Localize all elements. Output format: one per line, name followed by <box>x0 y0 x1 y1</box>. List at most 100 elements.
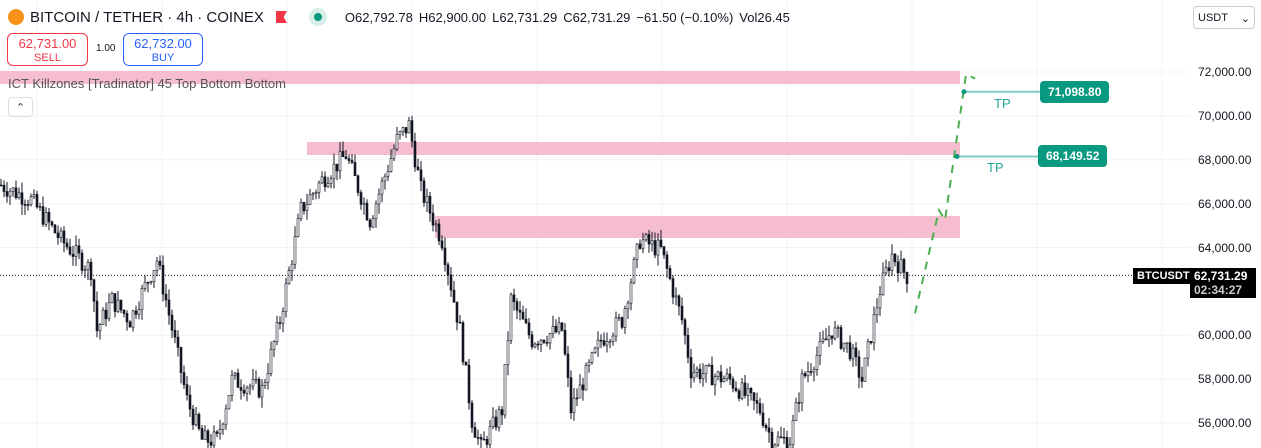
candle-body <box>290 263 294 271</box>
candle-body <box>413 141 417 168</box>
candle-body <box>803 373 807 377</box>
candle-body <box>647 234 651 245</box>
candle-body <box>635 243 639 260</box>
candle-body <box>473 427 477 438</box>
candle-body <box>665 254 669 269</box>
indicator-label[interactable]: ICT Killzones [Tradinator] 45 Top Bottom… <box>8 76 286 91</box>
candle-body <box>200 428 204 440</box>
candle-body <box>707 364 711 367</box>
candle-body <box>176 336 180 348</box>
candle-body <box>2 184 6 192</box>
candle-body <box>173 329 177 338</box>
candle-body <box>74 245 78 257</box>
candle-body <box>32 194 36 197</box>
candle-body <box>788 444 792 448</box>
candle-body <box>614 317 618 337</box>
symbol-header: BITCOIN / TETHER · 4h · COINEX O62,792.7… <box>8 8 790 26</box>
candle-body <box>659 239 663 247</box>
candle-body <box>566 353 570 378</box>
candle-body <box>656 239 660 256</box>
candle-body <box>590 352 594 363</box>
candle-body <box>257 378 261 398</box>
candle-body <box>605 341 609 346</box>
candle-body <box>743 382 747 396</box>
currency-select[interactable]: USDT ⌄ <box>1193 6 1255 29</box>
candle-body <box>845 342 849 345</box>
candle-body <box>446 264 450 276</box>
candle-body <box>383 175 387 182</box>
candle-body <box>884 267 888 274</box>
candle-body <box>14 187 18 199</box>
candle-body <box>59 230 63 239</box>
candle-body <box>752 392 756 401</box>
candle-body <box>119 299 123 311</box>
candle-body <box>110 293 114 304</box>
candle-body <box>20 192 24 205</box>
candle-body <box>470 402 474 428</box>
candle-body <box>902 259 906 273</box>
volume-value: Vol26.45 <box>739 9 790 25</box>
candle-body <box>449 274 453 291</box>
sell-price: 62,731.00 <box>18 36 77 51</box>
candle-body <box>77 245 81 254</box>
candle-body <box>329 178 333 184</box>
candle-body <box>392 148 396 159</box>
candle-body <box>671 278 675 298</box>
candle-body <box>539 339 543 345</box>
market-status-icon[interactable] <box>308 8 327 26</box>
chevron-down-icon: ⌄ <box>1240 13 1250 25</box>
candle-body <box>722 378 726 383</box>
candle-body <box>419 169 423 182</box>
candle-body <box>377 193 381 205</box>
candle-body <box>347 158 351 161</box>
tp-label: TP <box>987 160 1004 176</box>
buy-button[interactable]: 62,732.00 BUY <box>123 33 203 66</box>
candle-body <box>8 190 12 197</box>
candle-body <box>698 368 702 380</box>
candle-body <box>611 335 615 342</box>
candle-body <box>764 425 768 429</box>
candle-body <box>263 382 267 386</box>
candle-body <box>482 438 486 441</box>
symbol-title[interactable]: BITCOIN / TETHER · 4h · COINEX <box>30 8 264 26</box>
tp-price-tag: 71,098.80 <box>1040 80 1110 103</box>
candle-body <box>83 269 87 271</box>
candle-body <box>503 364 507 416</box>
candle-body <box>599 339 603 342</box>
candle-body <box>581 384 585 391</box>
chevron-up-icon[interactable]: ⌃ <box>8 97 33 117</box>
candle-body <box>812 369 816 373</box>
candle-body <box>428 195 432 214</box>
candle-body <box>485 438 489 445</box>
candle-body <box>809 371 813 373</box>
candle-body <box>137 309 141 315</box>
candle-body <box>515 301 519 311</box>
candle-body <box>638 243 642 249</box>
close-value: C62,731.29 <box>563 9 631 25</box>
candle-body <box>365 202 369 221</box>
candle-body <box>149 281 153 284</box>
candle-body <box>98 324 102 332</box>
last-price-label: 62,731.29 02:34:27 <box>1190 268 1256 298</box>
flag-icon[interactable] <box>275 11 287 23</box>
tp-price-tag: 68,149.52 <box>1038 145 1108 168</box>
quantity[interactable]: 1.00 <box>96 43 116 54</box>
candle-body <box>62 230 66 244</box>
candle-body <box>443 247 447 266</box>
candle-body <box>356 175 360 193</box>
candle-body <box>50 221 54 226</box>
candle-body <box>101 309 105 325</box>
candle-body <box>860 377 864 382</box>
candle-body <box>740 382 744 399</box>
candle-body <box>296 218 300 237</box>
candle-body <box>152 270 156 282</box>
candle-body <box>653 240 657 256</box>
candle-body <box>674 295 678 298</box>
candle-body <box>158 260 162 266</box>
candle-body <box>11 187 15 192</box>
candle-body <box>554 325 558 333</box>
candle-body <box>29 196 33 205</box>
candle-body <box>857 356 861 378</box>
sell-button[interactable]: 62,731.00 SELL <box>7 33 88 66</box>
